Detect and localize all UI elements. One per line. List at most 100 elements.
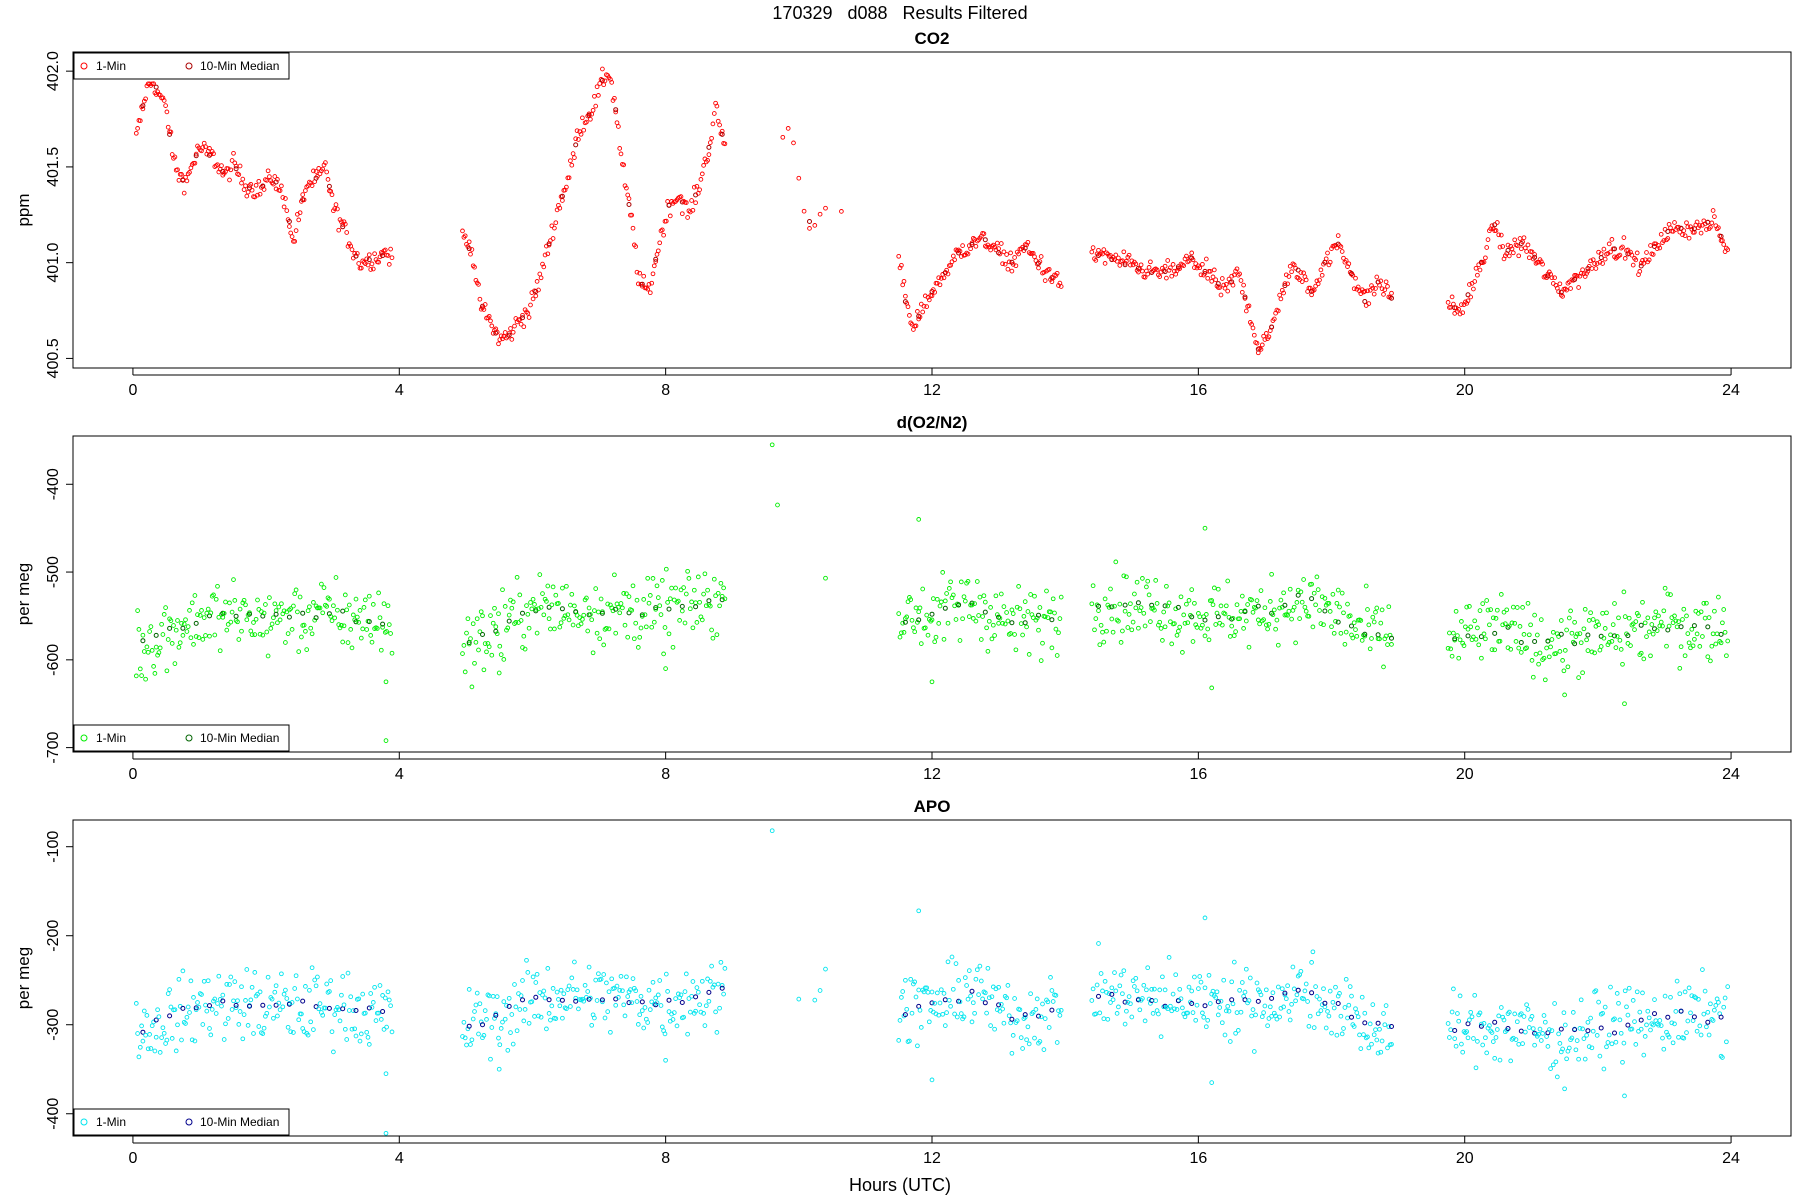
one-min-point [1460, 640, 1466, 646]
one-min-point [601, 642, 607, 648]
one-min-point [1616, 1000, 1621, 1006]
one-min-point [641, 597, 647, 602]
one-min-point [1365, 607, 1370, 612]
legend-label-median: 10-Min Median [200, 1115, 279, 1129]
median-point [1638, 1017, 1644, 1023]
one-min-point [1041, 269, 1047, 275]
median-point [1122, 602, 1128, 608]
one-min-point [1302, 604, 1308, 610]
one-min-point [1137, 1007, 1143, 1013]
legend-marker-median [185, 1118, 193, 1126]
one-min-point [1362, 633, 1368, 639]
one-min-point [376, 259, 381, 265]
one-min-point [205, 606, 211, 612]
one-min-point [488, 613, 493, 618]
one-min-point [1614, 634, 1620, 639]
median-point [982, 1000, 988, 1006]
one-min-point [341, 1002, 347, 1008]
one-min-point [1552, 1001, 1557, 1006]
one-min-point [1203, 1024, 1209, 1030]
median-point [1309, 990, 1315, 996]
one-min-point [1096, 247, 1101, 253]
one-min-point [1261, 1010, 1266, 1015]
one-min-point [1452, 1036, 1458, 1041]
one-min-point [1098, 622, 1104, 628]
one-min-point [899, 262, 904, 268]
one-min-point [1005, 983, 1011, 988]
one-min-point [589, 1022, 595, 1028]
one-min-point [966, 968, 972, 973]
one-min-point [382, 247, 388, 253]
one-min-point [502, 1016, 508, 1022]
one-min-point [1617, 1017, 1623, 1023]
one-min-point [657, 240, 663, 246]
one-min-point [328, 978, 334, 983]
one-min-point [1321, 986, 1326, 992]
one-min-point [1473, 265, 1479, 271]
one-min-point [994, 612, 1000, 617]
one-min-point [1210, 602, 1216, 608]
one-min-point [1471, 1036, 1476, 1041]
one-min-point [168, 618, 174, 623]
one-min-point [1012, 632, 1017, 637]
one-min-point [299, 634, 304, 640]
one-min-point [1054, 653, 1060, 658]
one-min-point [139, 1023, 144, 1029]
one-min-point [532, 602, 537, 607]
one-min-point [1243, 308, 1249, 314]
one-min-point [283, 196, 288, 201]
one-min-point [823, 966, 828, 972]
median-point [706, 989, 712, 995]
one-min-point [561, 616, 567, 621]
one-min-point [1305, 999, 1310, 1004]
one-min-point [272, 174, 278, 179]
one-min-point [1534, 632, 1540, 638]
one-min-point [1672, 1021, 1677, 1027]
one-min-point [332, 1012, 338, 1017]
one-min-point [369, 261, 375, 267]
one-min-point [594, 630, 600, 636]
one-min-point [586, 964, 592, 970]
one-min-point [969, 1019, 975, 1025]
one-min-point [493, 624, 499, 630]
median-point [140, 1029, 146, 1035]
one-min-point [546, 1011, 552, 1016]
one-min-point [1186, 598, 1192, 603]
one-min-point [183, 174, 188, 180]
median-point [1465, 633, 1471, 639]
one-min-point [1140, 576, 1145, 581]
one-min-point [1553, 1059, 1559, 1065]
one-min-point [653, 995, 659, 1001]
median-point [1638, 263, 1644, 269]
one-min-point [1657, 1018, 1663, 1023]
one-min-point [514, 574, 520, 580]
one-min-point [1053, 993, 1059, 998]
one-min-point [1016, 584, 1021, 589]
one-min-point [369, 639, 375, 645]
median-point [1558, 1026, 1564, 1032]
median-point [666, 997, 672, 1003]
one-min-point [1592, 650, 1597, 656]
one-min-point [505, 625, 511, 631]
one-min-point [1566, 1045, 1572, 1051]
one-min-point [517, 592, 523, 598]
one-min-point [229, 609, 235, 615]
one-min-point [1090, 986, 1096, 992]
one-min-point [1480, 1042, 1486, 1048]
one-min-point [604, 980, 609, 986]
one-min-point [1604, 610, 1609, 616]
one-min-point [141, 1008, 147, 1014]
one-min-point [1128, 262, 1133, 268]
one-min-point [1246, 303, 1252, 309]
one-min-point [296, 1017, 302, 1023]
one-min-point [279, 183, 284, 189]
one-min-point [211, 592, 216, 598]
one-min-point [1211, 267, 1217, 273]
one-min-point [1709, 220, 1715, 226]
one-min-point [917, 605, 923, 611]
one-min-point [312, 977, 318, 983]
median-point [1505, 247, 1511, 253]
one-min-point [261, 187, 267, 192]
one-min-point [163, 605, 168, 610]
one-min-point [1724, 1039, 1729, 1045]
